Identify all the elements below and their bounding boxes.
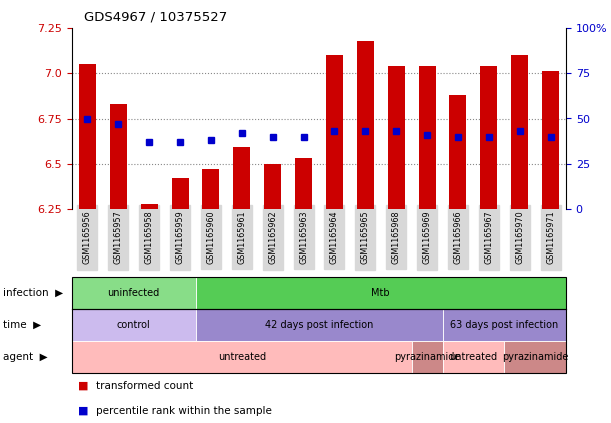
Bar: [233, 148, 251, 209]
Bar: [357, 41, 374, 209]
Text: uninfected: uninfected: [108, 288, 160, 298]
Bar: [450, 95, 466, 209]
Text: agent  ▶: agent ▶: [3, 352, 48, 362]
Bar: [141, 203, 158, 209]
Text: ■: ■: [78, 381, 89, 390]
Text: control: control: [117, 320, 151, 330]
Bar: [202, 169, 219, 209]
Text: infection  ▶: infection ▶: [3, 288, 63, 298]
Bar: [419, 66, 436, 209]
Text: ■: ■: [78, 406, 89, 415]
Bar: [295, 158, 312, 209]
Text: untreated: untreated: [218, 352, 266, 362]
Text: percentile rank within the sample: percentile rank within the sample: [97, 406, 273, 415]
Bar: [172, 178, 189, 209]
Bar: [326, 55, 343, 209]
Text: GDS4967 / 10375527: GDS4967 / 10375527: [84, 11, 227, 24]
Text: 42 days post infection: 42 days post infection: [265, 320, 373, 330]
Bar: [388, 66, 404, 209]
Bar: [264, 164, 281, 209]
Bar: [480, 66, 497, 209]
Bar: [542, 71, 559, 209]
Bar: [79, 64, 96, 209]
Text: pyrazinamide: pyrazinamide: [394, 352, 460, 362]
Text: Mtb: Mtb: [371, 288, 390, 298]
Bar: [511, 55, 528, 209]
Text: time  ▶: time ▶: [3, 320, 41, 330]
Text: transformed count: transformed count: [97, 381, 194, 390]
Text: untreated: untreated: [449, 352, 497, 362]
Text: 63 days post infection: 63 days post infection: [450, 320, 558, 330]
Text: pyrazinamide: pyrazinamide: [502, 352, 568, 362]
Bar: [110, 104, 127, 209]
